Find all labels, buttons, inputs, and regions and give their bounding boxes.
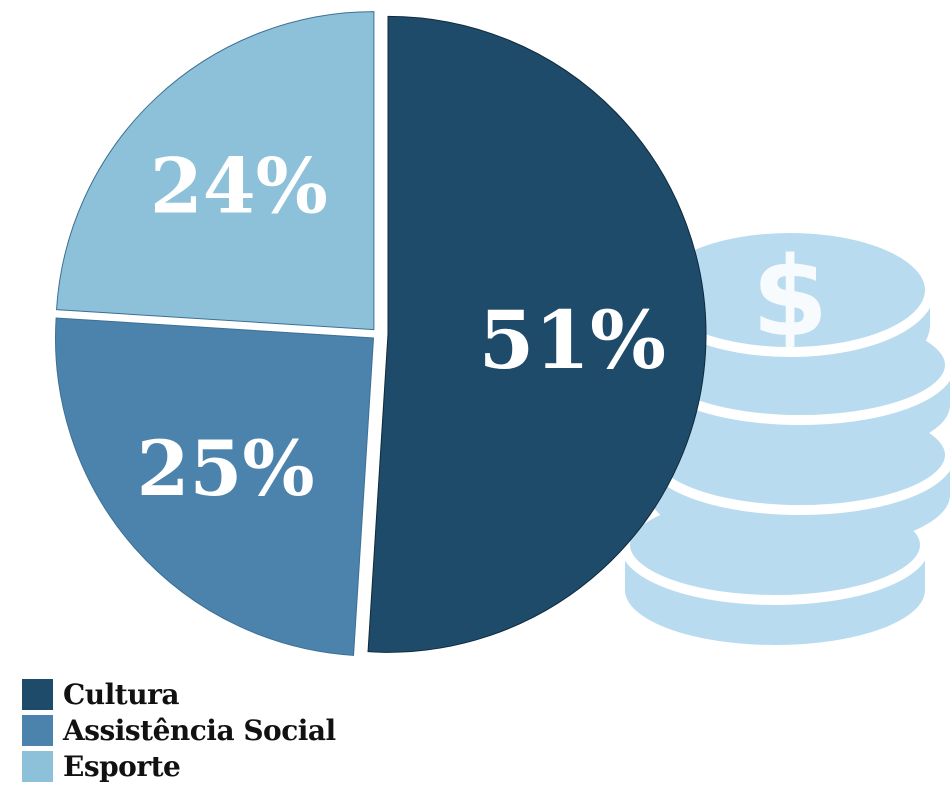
slice-label-esporte: 24% <box>150 142 328 231</box>
legend-swatch <box>22 678 53 710</box>
slice-label-assistencia-social: 25% <box>137 424 315 513</box>
svg-text:$: $ <box>752 233 829 361</box>
legend: Cultura Assistência Social Esporte <box>22 676 336 784</box>
legend-swatch <box>22 750 53 782</box>
legend-swatch <box>22 714 53 746</box>
legend-item-esporte: Esporte <box>22 748 336 784</box>
legend-label: Assistência Social <box>63 713 336 747</box>
coins-stack-dollar-icon: $ <box>620 223 952 645</box>
pie-slice-esporte <box>55 11 375 331</box>
pie-slice-cultura <box>367 15 707 653</box>
legend-item-cultura: Cultura <box>22 676 336 712</box>
slice-label-cultura: 51% <box>479 293 666 387</box>
legend-label: Cultura <box>63 677 179 711</box>
pie-slice-assistencia-social <box>55 317 375 656</box>
legend-item-assistencia-social: Assistência Social <box>22 712 336 748</box>
legend-label: Esporte <box>63 749 181 783</box>
